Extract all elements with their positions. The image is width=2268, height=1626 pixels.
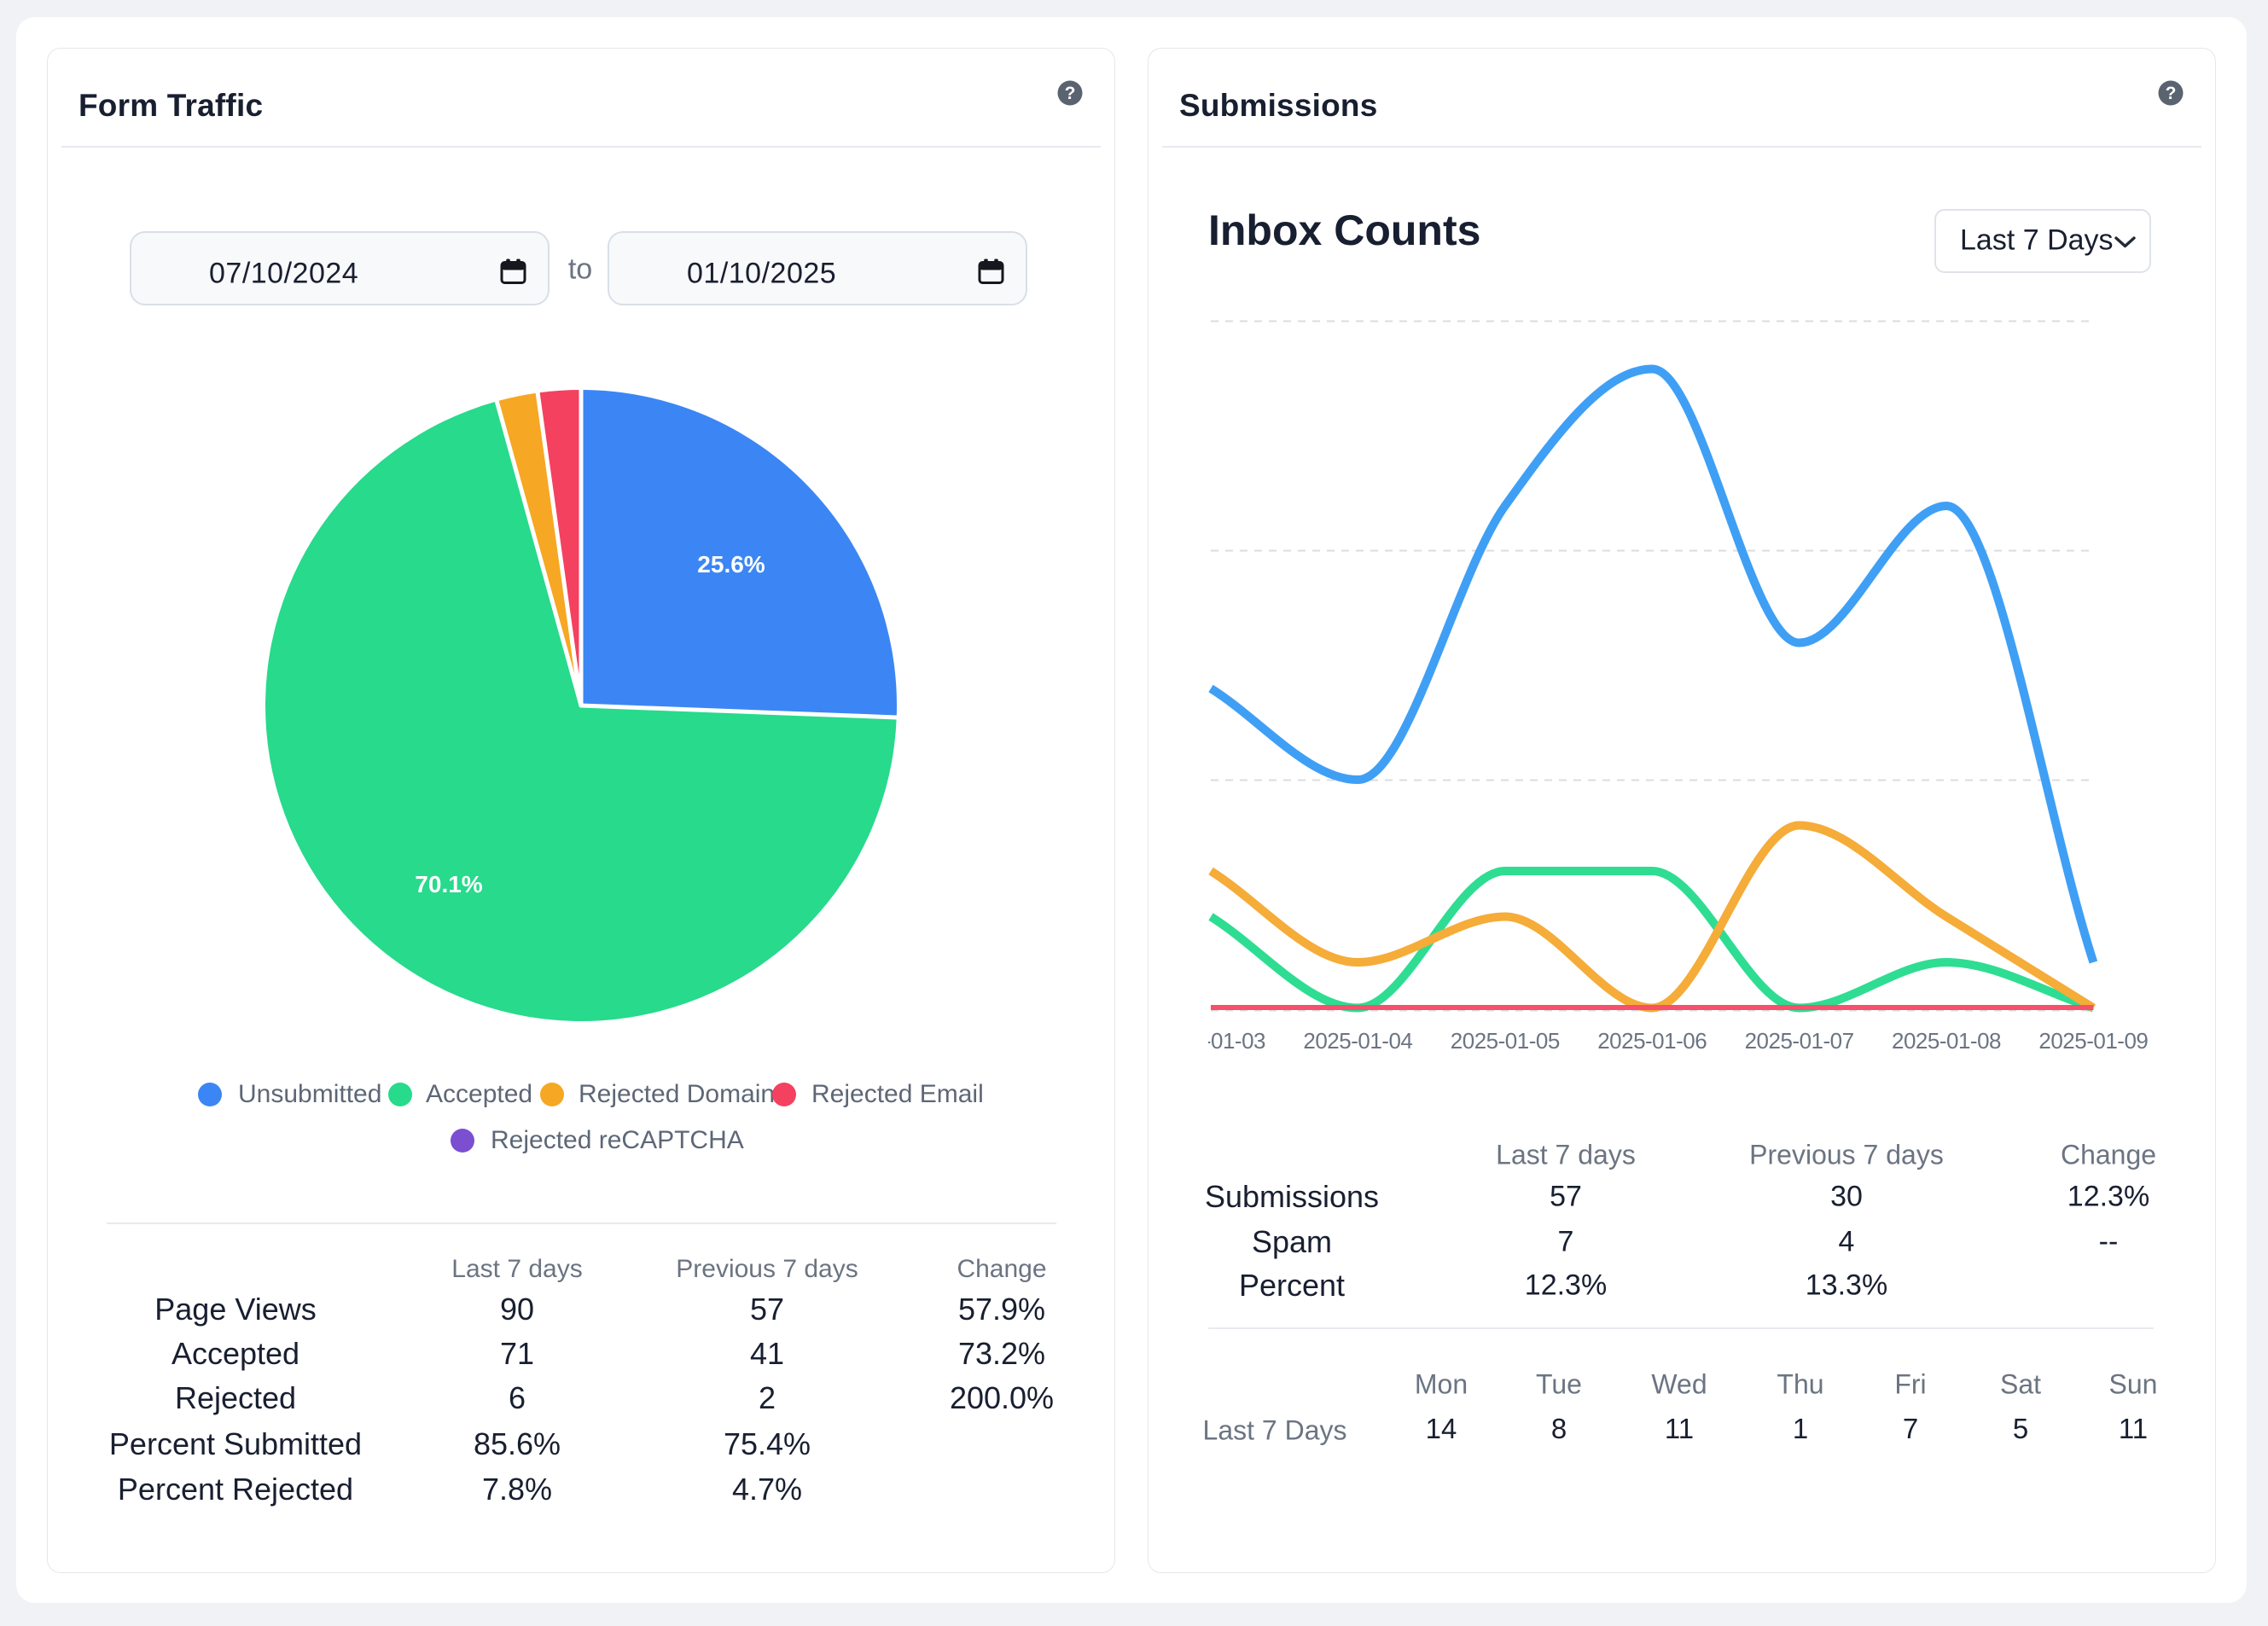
svg-text:25.6%: 25.6%: [697, 551, 765, 578]
svg-text:2025-01-08: 2025-01-08: [1892, 1028, 2001, 1054]
svg-text:2025-01-06: 2025-01-06: [1597, 1028, 1707, 1054]
svg-text:2025-01-07: 2025-01-07: [1745, 1028, 1854, 1054]
svg-text:2025-01-05: 2025-01-05: [1451, 1028, 1560, 1054]
svg-text:2025-01-09: 2025-01-09: [2038, 1028, 2148, 1054]
svg-text:70.1%: 70.1%: [415, 871, 482, 897]
svg-text:2025-01-04: 2025-01-04: [1303, 1028, 1412, 1054]
svg-text:?: ?: [2166, 84, 2177, 103]
svg-text:?: ?: [1065, 84, 1076, 103]
svg-text:2025-01-03: 2025-01-03: [1208, 1028, 1265, 1054]
